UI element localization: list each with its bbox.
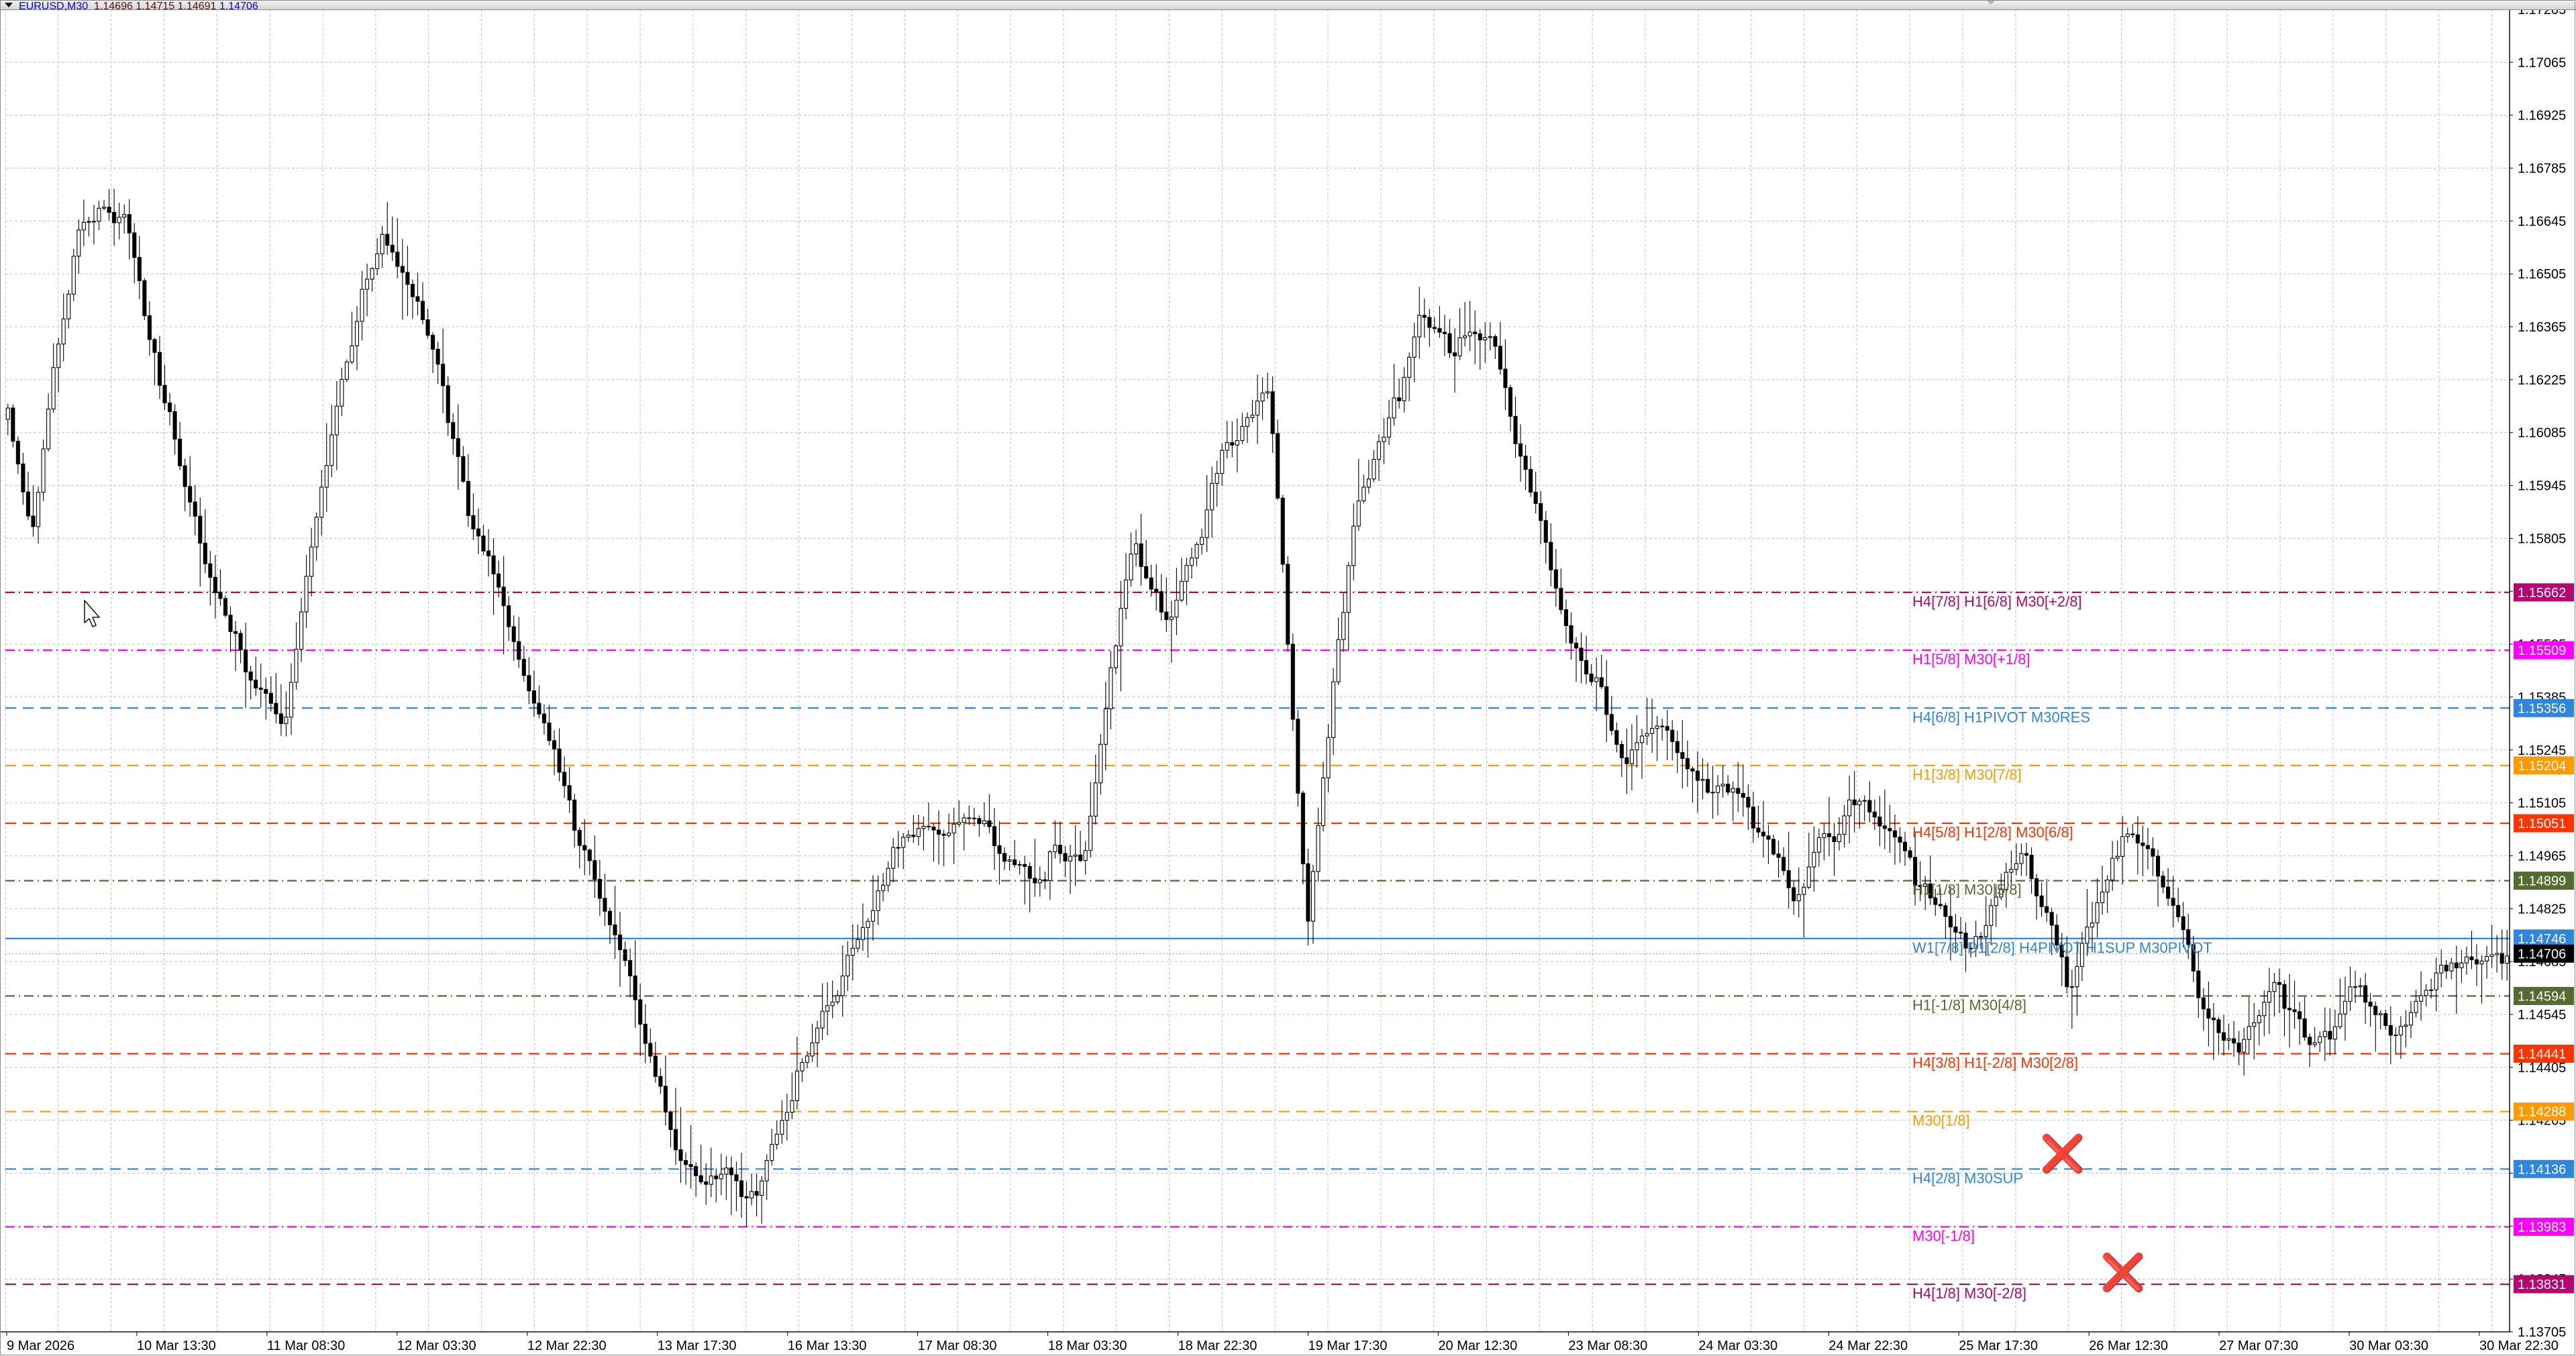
svg-text:M30[-1/8]: M30[-1/8] (1912, 1227, 1975, 1244)
svg-text:H1[5/8] M30[+1/8]: H1[5/8] M30[+1/8] (1912, 651, 2030, 668)
svg-text:23 Mar 08:30: 23 Mar 08:30 (1568, 1339, 1647, 1353)
svg-text:1.17065: 1.17065 (2518, 56, 2566, 70)
svg-text:10 Mar 13:30: 10 Mar 13:30 (137, 1339, 216, 1353)
svg-text:H4[5/8] H1[2/8] M30[6/8]: H4[5/8] H1[2/8] M30[6/8] (1912, 824, 2073, 841)
svg-text:1.14594: 1.14594 (2518, 989, 2566, 1004)
svg-text:1.14706: 1.14706 (2518, 947, 2566, 961)
svg-text:12 Mar 22:30: 12 Mar 22:30 (527, 1339, 607, 1353)
svg-text:H1[3/8] M30[7/8]: H1[3/8] M30[7/8] (1912, 766, 2022, 783)
svg-text:1.14136: 1.14136 (2518, 1162, 2566, 1177)
svg-text:18 Mar 22:30: 18 Mar 22:30 (1178, 1339, 1257, 1353)
svg-text:1.15805: 1.15805 (2518, 531, 2566, 546)
svg-text:13 Mar 17:30: 13 Mar 17:30 (658, 1339, 737, 1353)
svg-text:12 Mar 03:30: 12 Mar 03:30 (397, 1339, 476, 1353)
svg-text:1.14441: 1.14441 (2518, 1047, 2566, 1062)
svg-text:1.14899: 1.14899 (2518, 874, 2566, 889)
svg-text:H4[6/8] H1PIVOT M30RES: H4[6/8] H1PIVOT M30RES (1912, 709, 2090, 725)
svg-text:1.16225: 1.16225 (2518, 373, 2566, 388)
svg-text:1.15245: 1.15245 (2518, 743, 2566, 758)
svg-text:1.15356: 1.15356 (2518, 701, 2566, 716)
svg-text:1.13831: 1.13831 (2518, 1277, 2566, 1292)
svg-text:24 Mar 03:30: 24 Mar 03:30 (1698, 1339, 1778, 1353)
svg-text:16 Mar 13:30: 16 Mar 13:30 (788, 1339, 867, 1353)
svg-text:1.14288: 1.14288 (2518, 1105, 2566, 1120)
svg-text:H1[1/8] M30[5/8]: H1[1/8] M30[5/8] (1912, 882, 2022, 898)
svg-text:1.16365: 1.16365 (2518, 320, 2566, 335)
svg-text:1.15945: 1.15945 (2518, 479, 2566, 494)
svg-text:1.14825: 1.14825 (2518, 902, 2566, 917)
svg-text:24 Mar 22:30: 24 Mar 22:30 (1828, 1339, 1908, 1353)
svg-text:20 Mar 12:30: 20 Mar 12:30 (1438, 1339, 1517, 1353)
svg-text:1.13983: 1.13983 (2518, 1220, 2566, 1235)
svg-text:1.14545: 1.14545 (2518, 1008, 2566, 1023)
svg-text:H4[2/8] M30SUP: H4[2/8] M30SUP (1912, 1169, 2023, 1186)
svg-text:1.14746: 1.14746 (2518, 932, 2566, 947)
svg-text:18 Mar 03:30: 18 Mar 03:30 (1048, 1339, 1127, 1353)
svg-text:❌: ❌ (2040, 1133, 2085, 1176)
svg-text:1.14405: 1.14405 (2518, 1061, 2566, 1076)
svg-text:26 Mar 12:30: 26 Mar 12:30 (2089, 1339, 2168, 1353)
svg-text:1.16925: 1.16925 (2518, 109, 2566, 123)
svg-text:1.14965: 1.14965 (2518, 849, 2566, 864)
svg-text:1.16785: 1.16785 (2518, 162, 2566, 176)
svg-text:H4[1/8] M30[-2/8]: H4[1/8] M30[-2/8] (1912, 1285, 2026, 1302)
svg-text:1.15509: 1.15509 (2518, 643, 2566, 658)
svg-text:17 Mar 08:30: 17 Mar 08:30 (918, 1339, 997, 1353)
svg-text:25 Mar 17:30: 25 Mar 17:30 (1959, 1339, 2038, 1353)
svg-text:1.15204: 1.15204 (2518, 759, 2566, 774)
svg-text:1.15662: 1.15662 (2518, 586, 2566, 601)
svg-text:1.15051: 1.15051 (2518, 817, 2566, 831)
svg-text:❌: ❌ (2100, 1252, 2145, 1294)
svg-text:11 Mar 08:30: 11 Mar 08:30 (267, 1339, 345, 1353)
svg-text:1.16505: 1.16505 (2518, 267, 2566, 282)
svg-text:30 Mar 03:30: 30 Mar 03:30 (2349, 1339, 2428, 1353)
svg-text:1.13705: 1.13705 (2518, 1325, 2566, 1340)
svg-text:9 Mar 2026: 9 Mar 2026 (7, 1339, 74, 1353)
svg-text:1.15105: 1.15105 (2518, 796, 2566, 811)
svg-text:1.16085: 1.16085 (2518, 426, 2566, 441)
svg-text:27 Mar 07:30: 27 Mar 07:30 (2219, 1339, 2298, 1353)
svg-text:1.16645: 1.16645 (2518, 214, 2566, 229)
svg-text:H1[-1/8] M30[4/8]: H1[-1/8] M30[4/8] (1912, 996, 2026, 1013)
svg-text:H4[7/8] H1[6/8] M30[+2/8]: H4[7/8] H1[6/8] M30[+2/8] (1912, 593, 2082, 610)
svg-text:H4[3/8] H1[-2/8] M30[2/8]: H4[3/8] H1[-2/8] M30[2/8] (1912, 1055, 2078, 1072)
svg-text:19 Mar 17:30: 19 Mar 17:30 (1308, 1339, 1388, 1353)
svg-text:30 Mar 22:30: 30 Mar 22:30 (2479, 1339, 2559, 1353)
svg-text:M30[1/8]: M30[1/8] (1912, 1112, 1970, 1129)
